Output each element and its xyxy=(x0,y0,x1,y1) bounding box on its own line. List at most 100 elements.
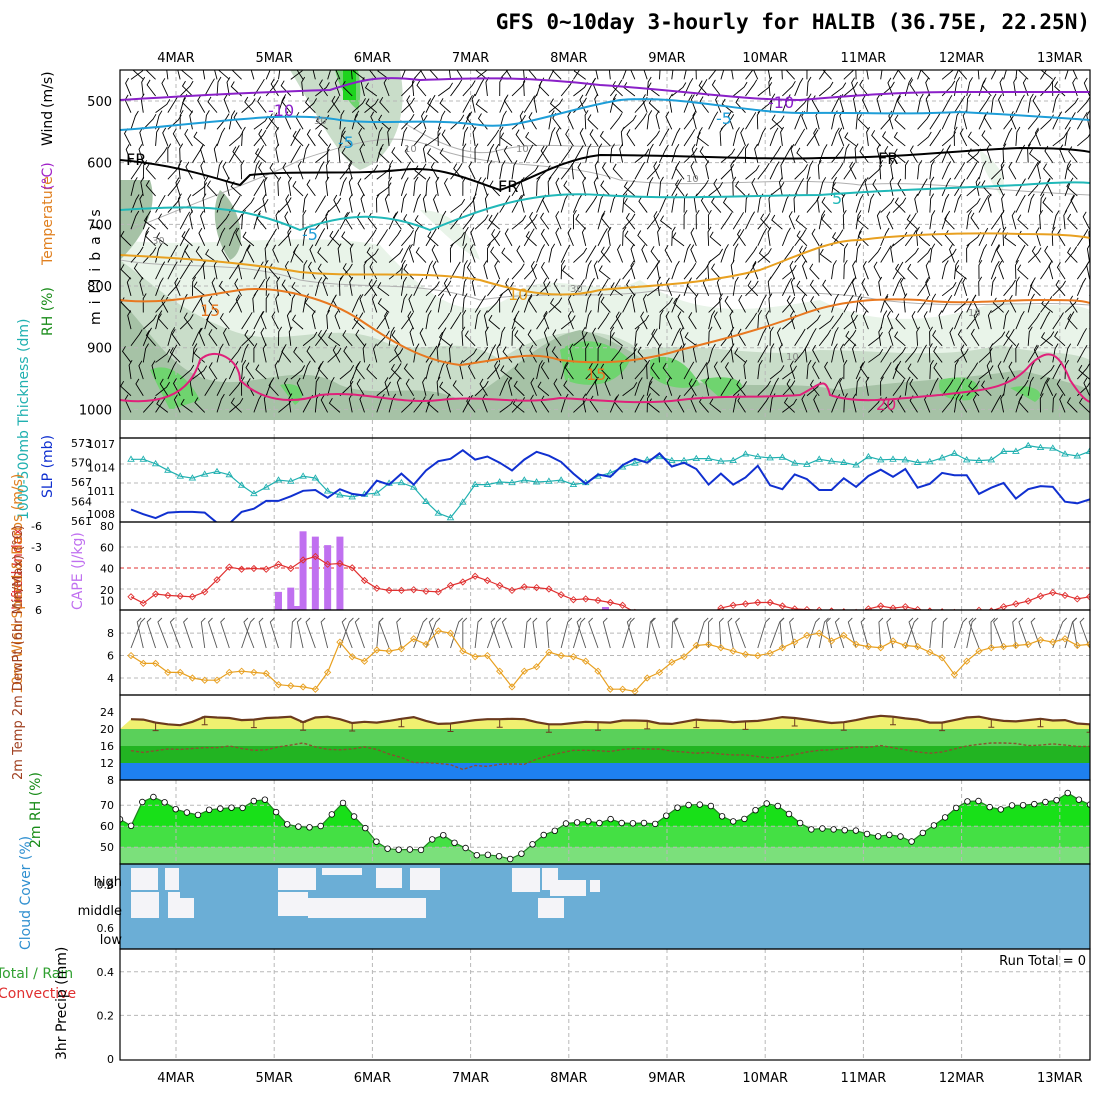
wind-barb xyxy=(171,329,181,347)
wind-speed-point xyxy=(274,681,283,689)
rh-point xyxy=(150,793,157,801)
wind-barb xyxy=(275,143,280,163)
wind-barb xyxy=(405,378,415,396)
wind-barb xyxy=(226,76,231,97)
wind-barb xyxy=(341,231,353,247)
wind-barb xyxy=(843,81,858,97)
wind-barb xyxy=(302,193,309,213)
thickness-point xyxy=(889,455,897,462)
wind-barb xyxy=(745,312,758,330)
temp-tick-label: 12 xyxy=(100,757,114,770)
thickness-point xyxy=(483,480,492,488)
thickness-point xyxy=(323,487,332,494)
wind-barb xyxy=(729,310,734,330)
wind-barb xyxy=(904,160,909,180)
wind-speed-point xyxy=(459,647,467,655)
temp-range-bar xyxy=(201,716,208,726)
wind-barb xyxy=(918,231,931,247)
temp-range-bar xyxy=(1037,718,1044,728)
wind-barb-10m xyxy=(1030,617,1041,649)
wind-barb xyxy=(768,76,773,97)
rh-point xyxy=(451,839,458,846)
wind-barb xyxy=(128,359,133,380)
wind-barb xyxy=(139,277,144,296)
thickness-point xyxy=(409,483,418,490)
cape-bar xyxy=(602,607,609,610)
wind-barb xyxy=(831,377,841,396)
wind-barb xyxy=(1022,77,1029,97)
cloud-clear-block xyxy=(538,898,564,918)
wind-barb xyxy=(528,112,537,130)
rh-point xyxy=(562,820,570,827)
wind-barb xyxy=(192,343,198,363)
wind-barb xyxy=(855,110,861,130)
wind-barb xyxy=(360,77,365,97)
wind-barb xyxy=(1039,209,1043,230)
wind-barb xyxy=(708,248,723,263)
wind-barb xyxy=(413,114,428,130)
wind-barb xyxy=(658,343,662,363)
wind-barb-10m xyxy=(904,617,919,649)
wind-barb xyxy=(656,260,661,280)
wind-barb xyxy=(745,70,754,80)
wind-barb xyxy=(623,82,636,97)
thickness-point xyxy=(495,478,504,485)
cape-tick-label: 60 xyxy=(100,541,114,554)
lifted-index-point xyxy=(410,586,418,594)
wind-barb xyxy=(868,348,884,363)
wind-barb xyxy=(850,310,857,330)
wind-speed-point xyxy=(1073,641,1081,650)
temp-range-bar xyxy=(644,720,651,730)
wind-barb xyxy=(142,343,149,363)
wind-barb xyxy=(240,160,245,180)
wind-barb xyxy=(852,343,857,363)
lifted-index-point xyxy=(348,564,356,572)
wind-barb xyxy=(523,144,534,163)
wind-barb xyxy=(135,378,144,396)
rh-point xyxy=(120,816,124,823)
wind-barb xyxy=(671,127,681,147)
wind-barb xyxy=(801,294,808,313)
wind-barb xyxy=(569,343,574,363)
wind-barb-10m xyxy=(269,617,279,649)
rh-point xyxy=(529,841,536,848)
wind-barb xyxy=(585,245,597,263)
wind-barb xyxy=(671,70,674,80)
lifted-index-point xyxy=(815,606,823,610)
lifted-index-point xyxy=(164,591,172,600)
wind10m-axis-label: 10m Wind Speed & Barbs (m/s) xyxy=(10,474,26,694)
wind-barb xyxy=(954,95,966,113)
wind-barb xyxy=(499,126,504,146)
wind-barb xyxy=(528,70,537,80)
wind-barb xyxy=(1042,197,1054,213)
temp-range-bar xyxy=(988,718,995,728)
wind-barb xyxy=(941,379,954,397)
wind-barb xyxy=(314,376,320,396)
wind-barb xyxy=(890,243,895,263)
wind-barb xyxy=(242,231,255,247)
wind-barb xyxy=(425,228,437,247)
wind-barb xyxy=(622,70,627,80)
wind-barb xyxy=(892,261,904,280)
thickness-point xyxy=(262,483,270,490)
wind-barb xyxy=(769,343,775,363)
date-label-top: 8MAR xyxy=(550,51,587,66)
wind-barb xyxy=(831,394,841,413)
wind-barb xyxy=(228,227,238,247)
wind-barb xyxy=(622,213,636,230)
wind-barb xyxy=(378,114,390,130)
run-total-label: Run Total = 0 xyxy=(999,954,1086,969)
wind-barb xyxy=(573,145,584,163)
wind-barb xyxy=(1083,77,1090,97)
wind-barb xyxy=(409,243,415,263)
wind-barb xyxy=(120,380,132,397)
wind-barb xyxy=(192,182,208,197)
wind-barb xyxy=(659,297,673,313)
wind-barb xyxy=(263,176,268,196)
temp-range-bar xyxy=(939,722,946,732)
wind-barb xyxy=(390,363,402,380)
wind-barb xyxy=(646,213,660,230)
wind-barb xyxy=(769,393,776,413)
wind-barb xyxy=(364,98,379,113)
wind-barb xyxy=(1083,377,1090,396)
